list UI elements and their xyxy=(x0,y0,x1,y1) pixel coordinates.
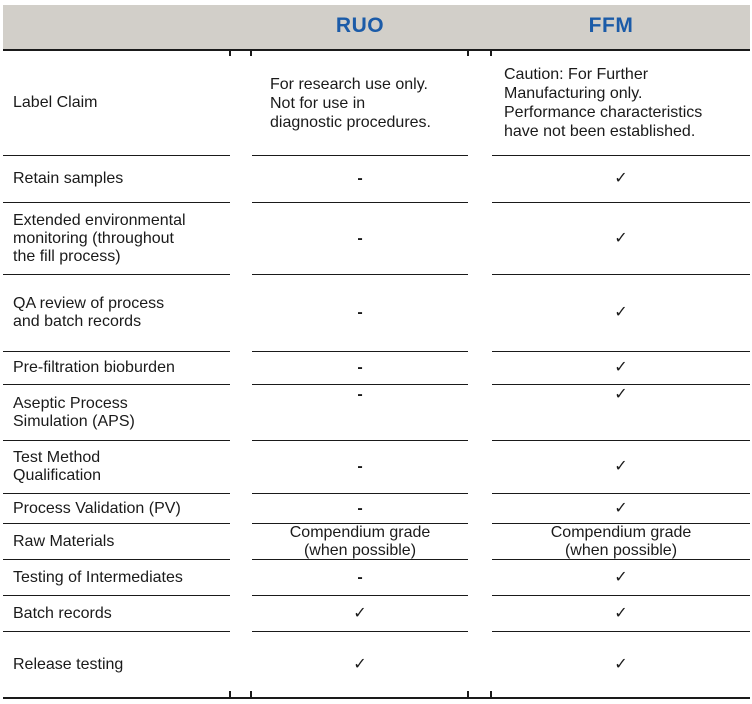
table-row: Extended environmental monitoring (throu… xyxy=(3,203,750,275)
table-row: Retain samples - ✓ xyxy=(3,156,750,203)
column-gap xyxy=(230,560,252,596)
ruo-value: - xyxy=(252,156,468,203)
check-icon: ✓ xyxy=(492,596,750,632)
check-icon: ✓ xyxy=(492,494,750,524)
column-divider-tick xyxy=(467,691,469,697)
check-icon: ✓ xyxy=(492,203,750,275)
column-gap xyxy=(468,596,492,632)
table-row: Pre-filtration bioburden - ✓ xyxy=(3,352,750,385)
column-gap xyxy=(230,494,252,524)
column-gap xyxy=(230,156,252,203)
column-header-ruo: RUO xyxy=(335,14,385,37)
table-header: RUO FFM xyxy=(3,5,750,56)
row-feature-label: Process Validation (PV) xyxy=(3,494,230,524)
table-row: Aseptic Process Simulation (APS) - ✓ xyxy=(3,385,750,441)
check-icon: ✓ xyxy=(252,596,468,632)
row-feature-label: Extended environmental monitoring (throu… xyxy=(3,203,230,275)
check-icon: ✓ xyxy=(492,275,750,352)
row-feature-label: Batch records xyxy=(3,596,230,632)
ruo-value: Compendium grade (when possible) xyxy=(252,524,468,560)
ruo-value: - xyxy=(252,352,468,385)
column-gap xyxy=(468,275,492,352)
check-icon: ✓ xyxy=(614,655,628,673)
table-row: Batch records ✓ ✓ xyxy=(3,596,750,632)
column-gap xyxy=(468,524,492,560)
table-row: Test Method Qualification - ✓ xyxy=(3,441,750,494)
column-divider-tick xyxy=(229,691,231,697)
ruo-ffm-comparison-table: RUO FFM Label Claim For research use only… xyxy=(3,5,750,699)
column-gap xyxy=(230,203,252,275)
table-row: Label Claim For research use only. Not fo… xyxy=(3,51,750,156)
table-row: Release testing ✓ ✓ xyxy=(3,632,750,697)
column-gap xyxy=(468,560,492,596)
check-icon: ✓ xyxy=(492,156,750,203)
row-feature-label: Release testing xyxy=(13,655,124,673)
check-icon: ✓ xyxy=(492,441,750,494)
column-gap xyxy=(468,156,492,203)
column-gap xyxy=(230,441,252,494)
column-gap xyxy=(230,51,252,156)
row-feature-label: Retain samples xyxy=(3,156,230,203)
table-body: Label Claim For research use only. Not fo… xyxy=(3,51,750,697)
ruo-value: - xyxy=(252,203,468,275)
ruo-value: - xyxy=(252,560,468,596)
column-gap xyxy=(468,385,492,441)
ffm-value: Compendium grade (when possible) xyxy=(492,524,750,560)
ruo-value: - xyxy=(252,494,468,524)
column-gap xyxy=(230,596,252,632)
check-icon: ✓ xyxy=(492,560,750,596)
ruo-value: - xyxy=(252,275,468,352)
column-header-ffm: FFM xyxy=(588,14,634,37)
column-gap xyxy=(468,632,492,697)
column-gap xyxy=(230,632,252,697)
table-bottom-border xyxy=(3,691,750,699)
ruo-value: - xyxy=(252,441,468,494)
table-row: Testing of Intermediates - ✓ xyxy=(3,560,750,596)
table-row: Process Validation (PV) - ✓ xyxy=(3,494,750,524)
row-feature-label: Raw Materials xyxy=(3,524,230,560)
column-gap xyxy=(230,385,252,441)
row-feature-label: Aseptic Process Simulation (APS) xyxy=(3,385,230,441)
table-row: QA review of process and batch records - ✓ xyxy=(3,275,750,352)
column-gap xyxy=(468,51,492,156)
check-icon: ✓ xyxy=(492,352,750,385)
column-gap xyxy=(468,203,492,275)
row-feature-label: Test Method Qualification xyxy=(3,441,230,494)
column-divider-tick xyxy=(250,51,252,56)
row-feature-label: QA review of process and batch records xyxy=(3,275,230,352)
column-divider-tick xyxy=(467,51,469,56)
column-divider-tick xyxy=(490,51,492,56)
ruo-value: - xyxy=(252,385,468,441)
row-feature-label: Label Claim xyxy=(3,51,230,156)
table-row: Raw Materials Compendium grade (when poss… xyxy=(3,524,750,560)
column-gap xyxy=(468,352,492,385)
row-feature-label: Pre-filtration bioburden xyxy=(3,352,230,385)
column-gap xyxy=(230,524,252,560)
column-gap xyxy=(468,441,492,494)
column-divider-tick xyxy=(490,691,492,697)
check-icon: ✓ xyxy=(492,385,750,441)
column-gap xyxy=(230,275,252,352)
check-icon: ✓ xyxy=(353,655,367,673)
column-divider-tick xyxy=(229,51,231,56)
ruo-value: For research use only. Not for use in di… xyxy=(252,51,468,156)
column-gap xyxy=(468,494,492,524)
ffm-value: Caution: For Further Manufacturing only.… xyxy=(492,51,750,156)
column-divider-tick xyxy=(250,691,252,697)
row-feature-label: Testing of Intermediates xyxy=(3,560,230,596)
column-gap xyxy=(230,352,252,385)
